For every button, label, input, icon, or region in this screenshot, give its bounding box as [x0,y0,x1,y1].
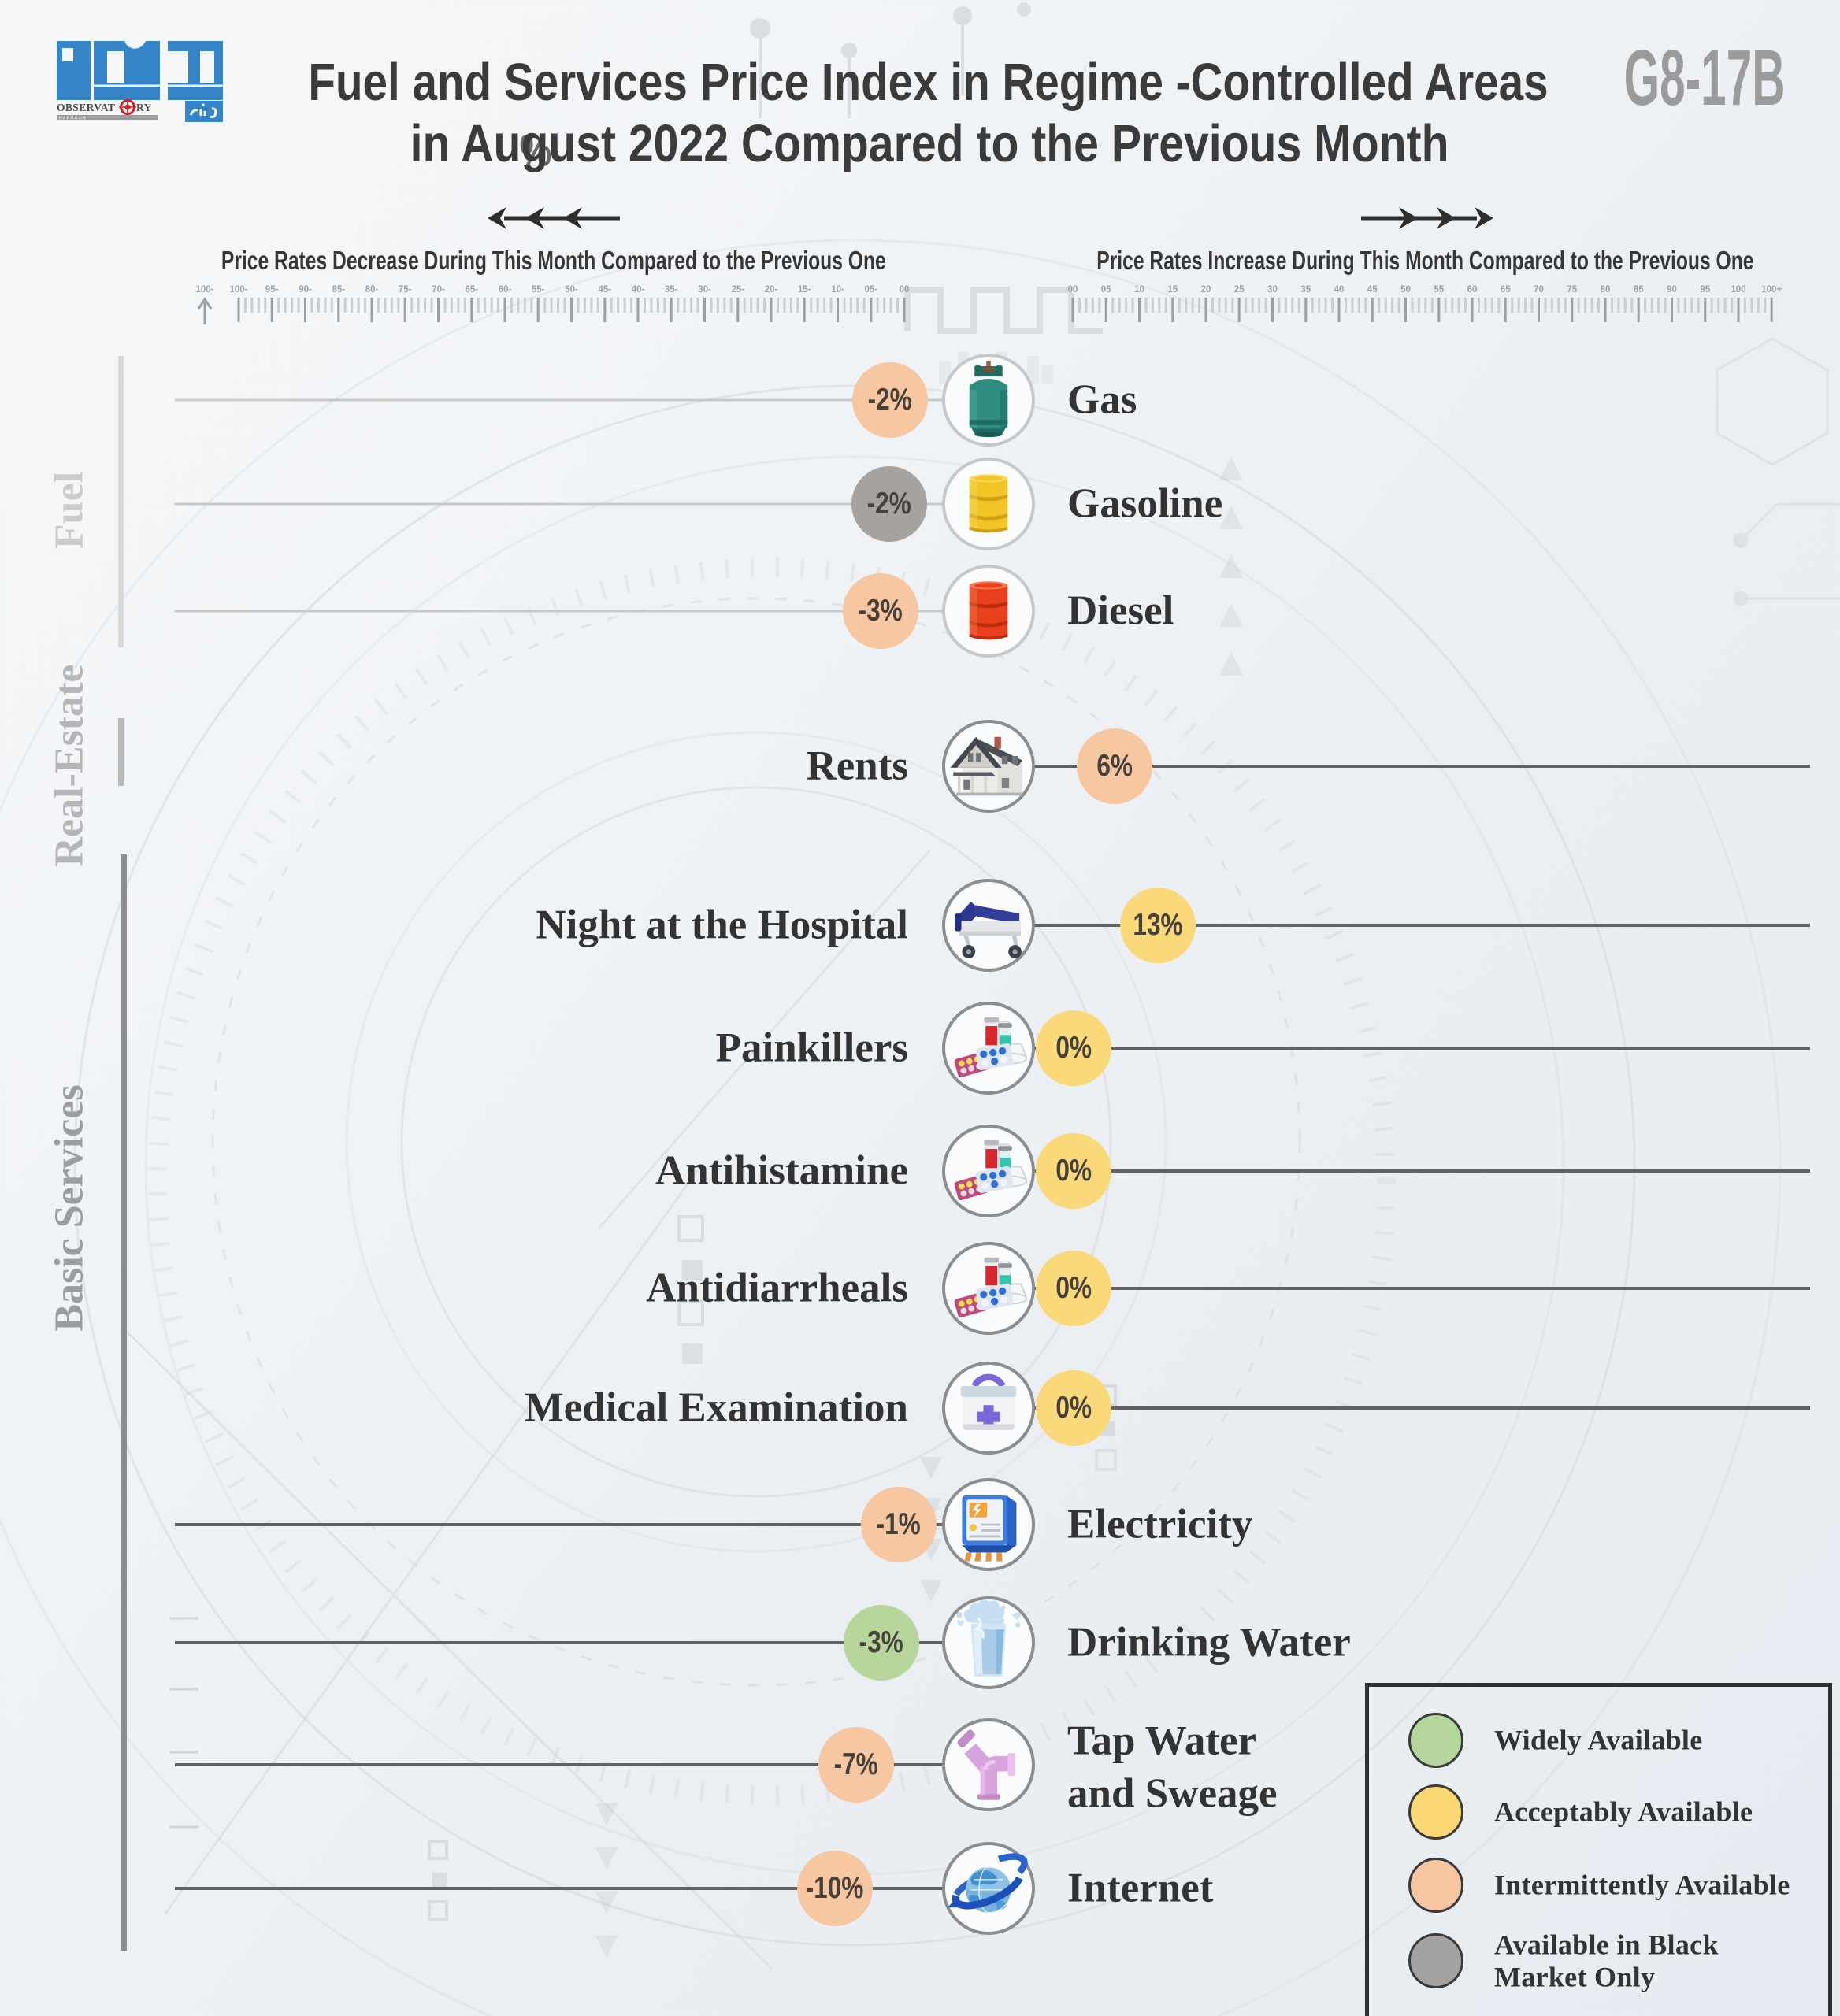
svg-text:45-: 45- [598,285,611,295]
svg-text:55-: 55- [532,285,545,295]
svg-text:RY: RY [136,102,152,113]
svg-text:30-: 30- [698,285,711,295]
svg-text:70: 70 [1534,285,1544,295]
svg-text:50-: 50- [565,285,578,295]
svg-text:10: 10 [1134,285,1144,295]
svg-text:55: 55 [1434,285,1444,295]
svg-text:HARMOON: HARMOON [59,117,87,121]
svg-text:100-: 100- [195,285,213,295]
svg-text:75: 75 [1567,285,1577,295]
svg-text:00: 00 [1068,285,1078,295]
svg-text:10-: 10- [831,285,844,295]
svg-text:100: 100 [1731,285,1745,295]
svg-text:OBSERVAT: OBSERVAT [57,102,115,113]
svg-text:40-: 40- [632,285,645,295]
svg-text:90: 90 [1667,285,1677,295]
svg-text:25: 25 [1234,285,1245,295]
svg-text:30: 30 [1267,285,1278,295]
svg-text:65: 65 [1501,285,1511,295]
svg-text:100-: 100- [229,285,247,295]
svg-text:80: 80 [1601,285,1611,295]
svg-text:35-: 35- [665,285,678,295]
svg-text:95: 95 [1700,285,1710,295]
svg-text:15: 15 [1167,285,1178,295]
svg-text:95-: 95- [265,285,279,295]
svg-text:45: 45 [1367,285,1378,295]
svg-text:80-: 80- [365,285,379,295]
svg-text:100+: 100+ [1761,285,1782,295]
svg-text:40: 40 [1334,285,1345,295]
svg-text:35: 35 [1300,285,1311,295]
svg-text:85: 85 [1634,285,1644,295]
svg-text:20-: 20- [765,285,778,295]
svg-text:60-: 60- [499,285,512,295]
svg-text:85-: 85- [332,285,345,295]
svg-text:50: 50 [1400,285,1411,295]
svg-text:00: 00 [900,285,910,295]
svg-text:15-: 15- [798,285,811,295]
svg-text:05-: 05- [864,285,877,295]
svg-text:65-: 65- [465,285,478,295]
svg-text:05: 05 [1101,285,1111,295]
svg-text:20: 20 [1201,285,1211,295]
svg-text:75-: 75- [399,285,412,295]
svg-text:70-: 70- [432,285,445,295]
svg-text:90-: 90- [299,285,312,295]
svg-text:25-: 25- [731,285,744,295]
svg-text:60: 60 [1467,285,1478,295]
